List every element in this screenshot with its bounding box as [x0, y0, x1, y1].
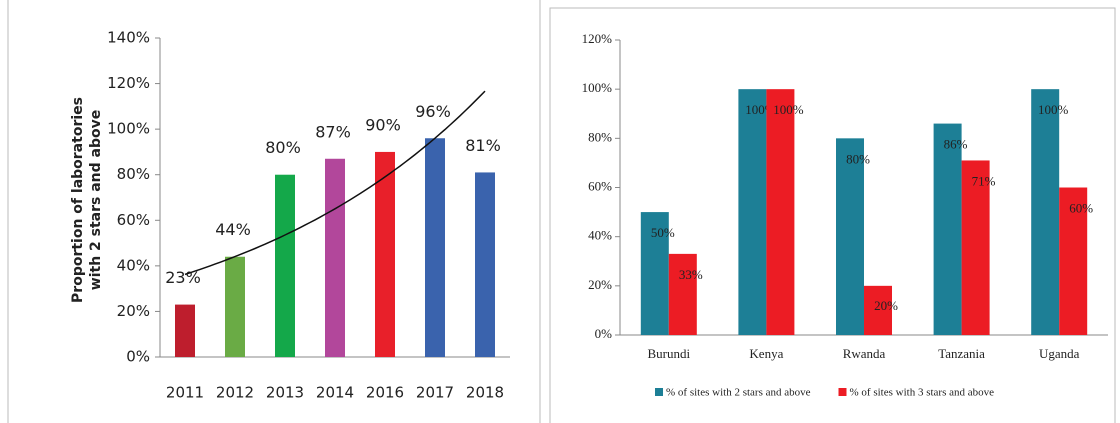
right-frame	[549, 7, 1116, 423]
bar	[766, 89, 795, 336]
bar	[1059, 187, 1088, 335]
left-frame	[7, 0, 541, 423]
y-tick-label: 80%	[117, 165, 150, 183]
bar	[864, 285, 892, 335]
x-tick-label: Burundi	[647, 346, 690, 361]
bar	[668, 253, 697, 335]
right-chart: 0% 20% 40% 60% 80% 100% 120% Burundi 50% 33% Kenya…	[582, 31, 1108, 399]
x-tick-label: 2014	[316, 384, 354, 402]
value-label: 33%	[679, 267, 703, 282]
bar	[836, 138, 864, 335]
bar	[1031, 89, 1060, 336]
bar	[175, 304, 195, 357]
y-tick-label: 40%	[117, 256, 150, 274]
x-tick-label: Kenya	[749, 346, 783, 361]
value-label: 71%	[972, 173, 996, 188]
value-label: 80%	[265, 138, 301, 157]
value-label: 50%	[651, 225, 675, 240]
y-tick-label: 40%	[588, 228, 612, 243]
y-axis-label: Proportion of laboratories	[70, 97, 86, 303]
value-label: 87%	[315, 122, 351, 141]
value-label: 80%	[846, 151, 870, 166]
x-tick-label: 2018	[466, 384, 504, 402]
y-tick-label: 120%	[582, 31, 613, 46]
x-tick-label: 2011	[166, 384, 204, 402]
x-tick-label: Tanzania	[938, 346, 985, 361]
bar	[275, 174, 295, 357]
x-tick-label: 2012	[216, 384, 254, 402]
x-tick-label: Uganda	[1039, 346, 1080, 361]
bar	[425, 138, 445, 357]
trendline	[184, 90, 486, 276]
y-tick-label: 60%	[117, 211, 150, 229]
value-label: 86%	[944, 137, 968, 152]
bar	[225, 256, 245, 357]
x-tick-label: Rwanda	[843, 346, 886, 361]
value-label: 44%	[215, 220, 251, 239]
y-tick-label: 0%	[126, 348, 150, 366]
x-tick-label: 2016	[366, 384, 404, 402]
x-tick-label: 2013	[266, 384, 304, 402]
y-tick-label: 0%	[595, 326, 613, 341]
value-label: 60%	[1069, 200, 1093, 215]
bar	[475, 172, 495, 357]
x-tick-label: 2017	[416, 384, 454, 402]
bar	[325, 158, 345, 357]
bar	[933, 123, 962, 335]
bar	[961, 160, 990, 335]
y-tick-label: 60%	[588, 178, 612, 193]
legend-label: % of sites with 2 stars and above	[666, 387, 811, 399]
bar	[375, 151, 395, 357]
y-tick-label: 80%	[588, 129, 612, 144]
y-tick-label: 140%	[107, 29, 150, 47]
y-tick-label: 120%	[107, 74, 150, 92]
left-chart: 0% 20% 40% 60% 80% 100% 120% 140% Proportion of …	[70, 29, 621, 402]
value-label: 100%	[1038, 102, 1069, 117]
legend-swatch	[655, 388, 663, 396]
value-label: 81%	[465, 136, 501, 155]
bar	[738, 89, 767, 336]
y-tick-label: 20%	[117, 302, 150, 320]
y-tick-label: 20%	[588, 277, 612, 292]
legend-swatch	[838, 388, 847, 396]
y-tick-label: 100%	[582, 80, 613, 95]
value-label: 90%	[365, 115, 401, 134]
value-label: 20%	[874, 298, 898, 313]
y-axis-label: with 2 stars and above	[88, 110, 104, 290]
value-label: 100%	[773, 102, 804, 117]
y-tick-label: 100%	[107, 120, 150, 138]
bar	[640, 212, 669, 335]
legend-label: % of sites with 3 stars and above	[850, 387, 995, 399]
value-label: 96%	[415, 102, 451, 121]
